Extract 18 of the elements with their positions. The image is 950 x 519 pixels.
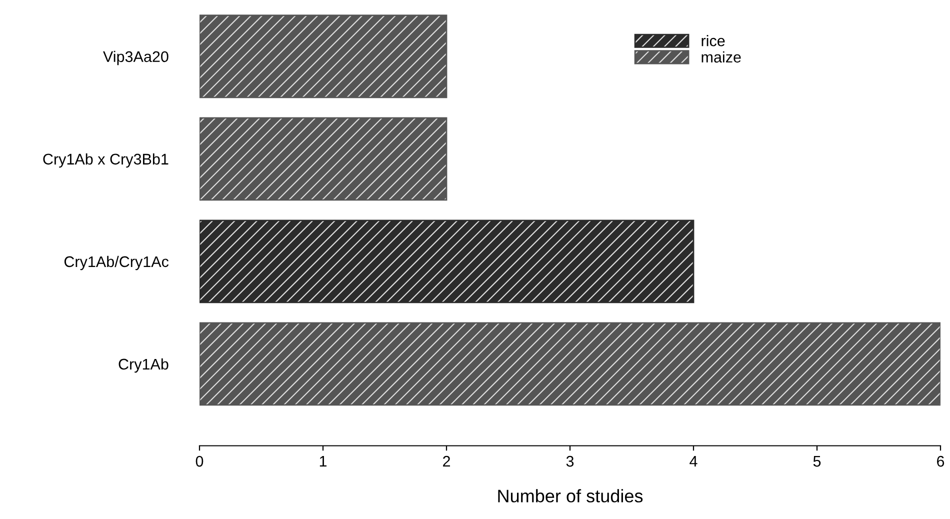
x-tick-label: 0: [196, 456, 204, 467]
legend-label: rice: [702, 35, 725, 46]
legend-label: maize: [702, 51, 741, 63]
x-tick-label: 5: [813, 456, 821, 467]
y-tick-label: Vip3Aa20: [103, 50, 168, 66]
y-tick-label: Cry1Ab: [118, 358, 168, 373]
bar: [200, 322, 940, 406]
bar: [200, 117, 448, 201]
x-tick-label: 4: [690, 456, 698, 467]
bar: [200, 14, 448, 98]
y-tick-label: Cry1Ab/Cry1Ac: [64, 256, 169, 270]
x-tick-label: 6: [937, 456, 944, 467]
bar: [200, 220, 694, 304]
x-axis-title: Number of studies: [498, 489, 643, 502]
x-tick-label: 2: [443, 456, 450, 467]
x-tick-label: 3: [566, 456, 574, 467]
y-tick-label: Cry1Ab x Cry3Bb1: [43, 153, 168, 168]
x-tick-label: 1: [320, 456, 327, 467]
